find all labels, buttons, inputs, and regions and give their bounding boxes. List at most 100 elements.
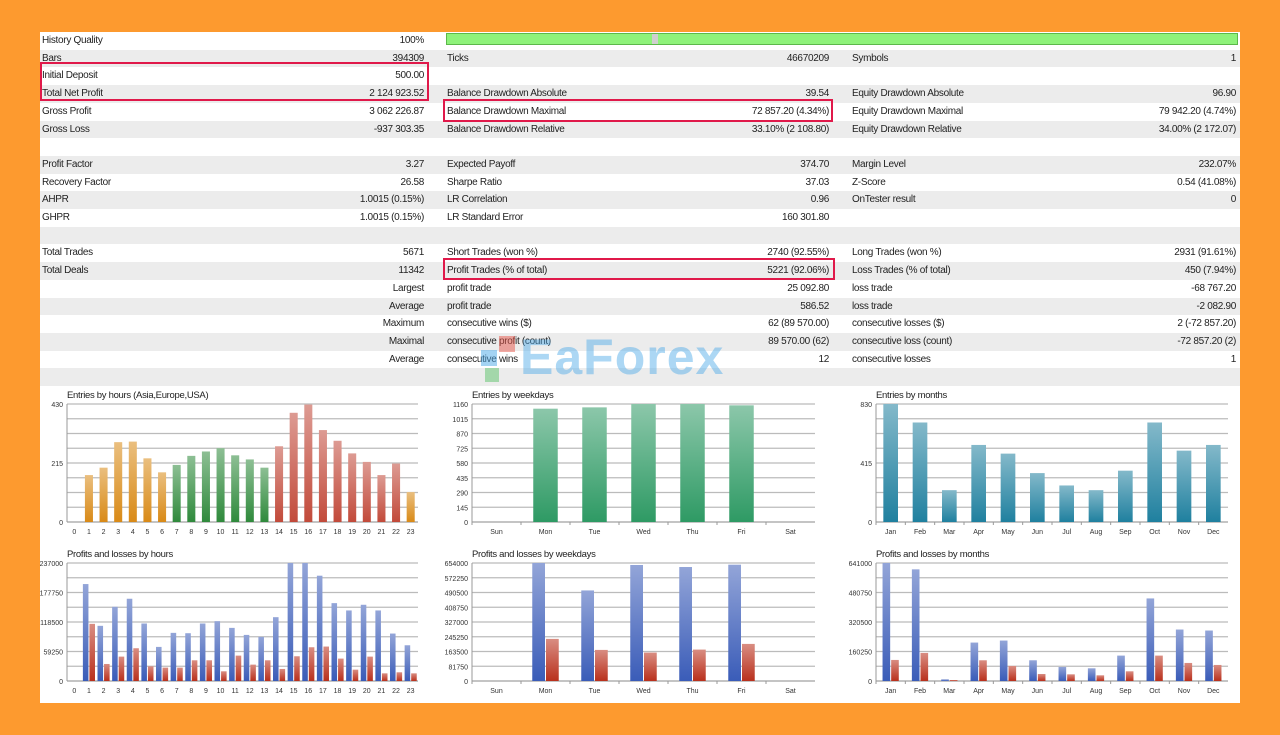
chart-bar [243,634,250,681]
chart-bar [235,655,242,681]
chart-bar [170,632,177,681]
x-tick-label: Mar [943,529,956,536]
x-tick-label: 21 [378,688,386,695]
x-tick-label: 20 [363,529,371,536]
x-tick-label: Dec [1207,529,1220,536]
x-tick-label: Sun [490,688,503,695]
x-tick-label: 7 [175,529,179,536]
y-tick-label: 290 [456,491,468,498]
chart-bar [206,660,212,681]
stat-label: Symbols [852,52,889,64]
chart-bar [318,430,327,522]
x-tick-label: Feb [914,529,926,536]
y-tick-label: 177750 [40,591,63,598]
stat-value: 79 942.20 (4.74%) [1158,105,1236,117]
stat-value: -72 857.20 (2) [1177,335,1236,347]
stats-cell: Average [40,298,428,316]
stats-row: Largest profit trade 25 092.80 loss trade -6… [40,280,1240,298]
stat-label: Profit Trades (% of total) [447,265,548,277]
stats-row: Initial Deposit 500.00 [40,67,1240,85]
stat-label: loss trade [852,282,893,294]
chart-bar [693,649,706,681]
stat-label: Equity Drawdown Absolute [852,88,964,100]
stats-row: GHPR 1.0015 (0.15%) LR Standard Error 160 3… [40,209,1240,227]
chart-bar [245,459,254,522]
y-tick-label: 59250 [44,650,64,657]
x-tick-label: 6 [160,688,164,695]
chart-bar [89,623,95,681]
stats-cell: Initial Deposit 500.00 [40,67,428,85]
chart-bar [404,645,411,681]
chart-bar [532,563,545,681]
chart-bar [679,567,692,681]
stats-cell: Maximum [40,315,428,333]
stat-label: Profit Factor [42,158,93,170]
stats-cell: consecutive losses 1 [850,351,1240,369]
stat-value: 62 (89 570.00) [768,318,829,330]
chart-bar [1146,598,1155,681]
chart-bar [158,472,167,522]
chart-bar [1117,655,1125,681]
x-tick-label: 5 [145,688,149,695]
x-tick-label: Mon [539,529,553,536]
progress-marker [652,34,658,44]
x-tick-label: Aug [1090,529,1103,536]
y-tick-label: 145 [456,505,468,512]
stats-cell: Largest [40,280,428,298]
stat-label: Total Net Profit [42,88,103,100]
y-tick-label: 415 [860,461,872,468]
x-tick-label: Wed [636,688,650,695]
x-tick-label: Thu [686,529,698,536]
stats-cell: Profit Factor 3.27 [40,156,428,174]
chart-bar [979,660,987,681]
y-tick-label: 237000 [40,561,63,568]
chart-bar [338,658,344,681]
x-tick-label: 11 [232,688,239,695]
chart-bar [221,671,227,681]
y-tick-label: 654000 [445,561,468,568]
chart-bar [728,564,741,681]
chart-bar [177,667,183,681]
x-tick-label: 7 [175,688,179,695]
chart-bar [581,590,594,681]
x-tick-label: Fri [737,529,746,536]
chart-bar [302,563,308,681]
stat-label: profit trade [447,282,492,294]
y-tick-label: 320500 [849,620,872,627]
stats-cell: LR Correlation 0.96 [445,191,833,209]
chart-bar [411,673,417,681]
chart-bar [942,490,957,522]
stat-value: 25 092.80 [787,282,829,294]
stats-cell: Maximal [40,333,428,351]
chart-bar [214,621,221,681]
stat-value: -68 767.20 [1191,282,1236,294]
y-tick-label: 430 [51,402,63,409]
stat-value: 3 062 226.87 [369,105,424,117]
x-tick-label: Sun [490,529,503,536]
stat-label: loss trade [852,300,893,312]
stat-value: Maximal [388,335,424,347]
x-tick-label: 23 [407,688,415,695]
chart-bar [82,584,89,681]
stat-value: 2 124 923.52 [369,88,424,100]
chart-bar [323,646,329,681]
stat-label: GHPR [42,212,70,223]
chart-bar [216,448,225,522]
stat-value: 33.10% (2 108.80) [751,123,829,135]
stats-cell: LR Standard Error 160 301.80 [445,209,833,227]
history-quality-progress-bar [446,33,1238,45]
stats-cell: Long Trades (won %) 2931 (91.61%) [850,244,1240,262]
stat-label: Total Trades [42,247,93,259]
stats-cell: Expected Payoff 374.70 [445,156,833,174]
chart-bar [1058,666,1067,681]
stats-row: Average profit trade 586.52 loss trade -2 08… [40,297,1240,316]
x-tick-label: Jun [1032,688,1043,695]
chart-bar [1213,664,1222,681]
stats-row [40,368,1240,386]
stats-cell: profit trade 586.52 [445,298,833,316]
stats-cell: consecutive wins ($) 62 (89 570.00) [445,315,833,333]
x-tick-label: May [1001,688,1015,695]
chart-bar [162,667,169,681]
chart-bar [84,475,93,522]
stat-label: Balance Drawdown Relative [447,123,565,135]
